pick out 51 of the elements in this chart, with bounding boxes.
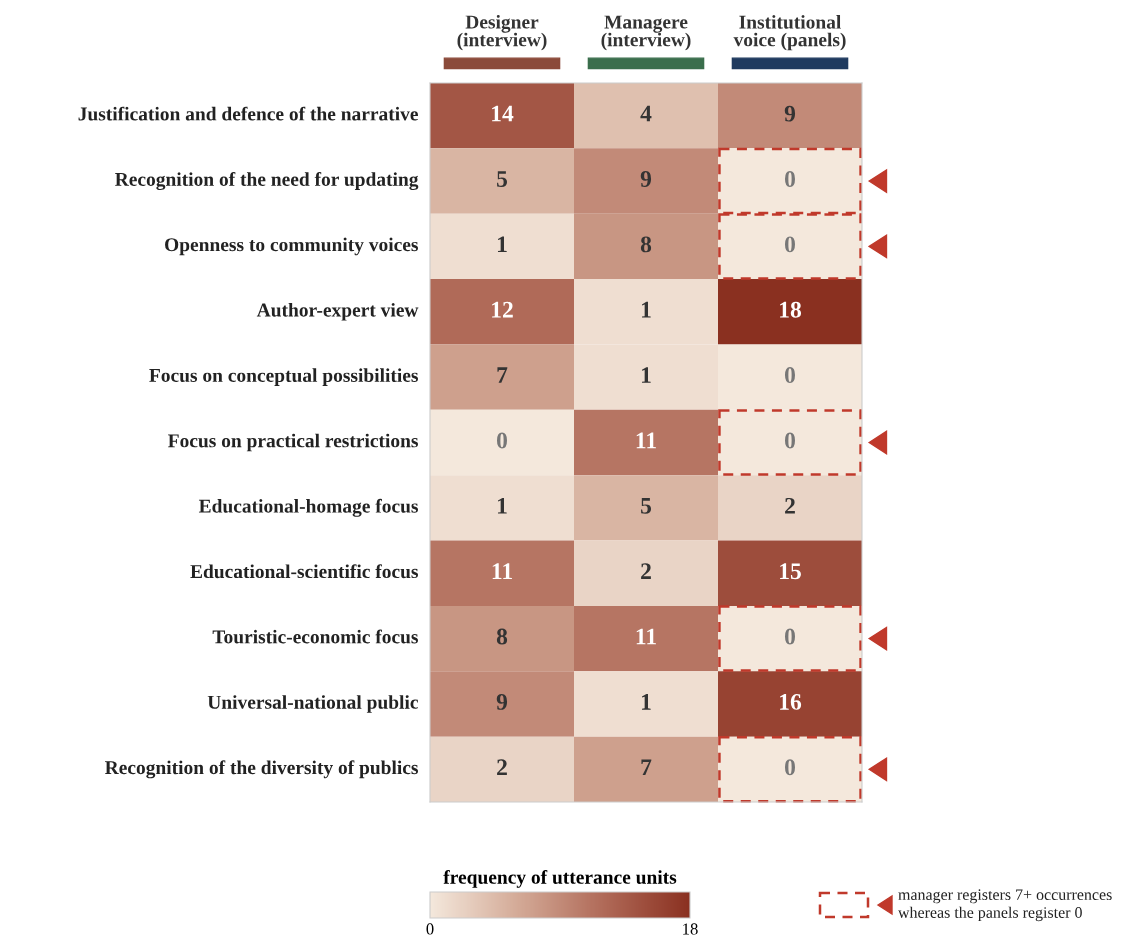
data-label: 15 <box>780 563 801 580</box>
y-tick-label: Openness to community voices <box>165 237 418 256</box>
data-label: 0 <box>785 432 795 449</box>
data-label: 9 <box>496 694 508 710</box>
data-label: 0 <box>785 759 795 776</box>
y-tick-label: Recognition of the diversity of publics <box>105 760 419 779</box>
y-tick-label: Focus on conceptual possibilities <box>149 368 419 386</box>
data-label: 8 <box>496 628 508 645</box>
x-tick-label: Managere (interview) <box>601 15 691 51</box>
data-label: 9 <box>784 105 796 122</box>
y-tick-label: Universal-national public <box>207 695 418 713</box>
data-label: 11 <box>636 628 656 645</box>
y-tick-label: Focus on practical restrictions <box>168 433 418 452</box>
data-label: 1 <box>641 694 651 710</box>
data-label: 9 <box>640 171 652 187</box>
text: manager registers 7+ occurrences whereas the panels register 0 <box>898 889 1112 922</box>
data-label: 5 <box>641 498 652 514</box>
y-tick-label: Recognition of the need for updating <box>115 172 419 191</box>
data-label: 7 <box>641 759 652 775</box>
color-bar-title: frequency of utterance units <box>443 869 677 888</box>
color-bar-label: 18 <box>683 923 698 935</box>
y-tick-label: Educational-scientific focus <box>190 564 419 579</box>
data-label: 1 <box>497 497 507 514</box>
data-label: 0 <box>785 628 795 645</box>
y-tick-label: Justification and defence of the narrative <box>78 106 418 121</box>
data-label: 1 <box>641 367 651 383</box>
data-label: 8 <box>640 236 652 253</box>
y-tick-label: Educational-homage focus <box>198 498 419 517</box>
y-tick-label: Author-expert view <box>256 302 419 321</box>
data-label: 12 <box>492 301 513 318</box>
data-label: 11 <box>492 563 512 579</box>
data-label: 2 <box>497 759 507 775</box>
data-label: 4 <box>640 105 652 122</box>
x-tick-label: Institutional voice (panels) <box>733 15 846 51</box>
data-label: 14 <box>492 105 514 122</box>
data-label: 0 <box>785 367 795 384</box>
data-label: 2 <box>641 563 651 579</box>
data-label: 1 <box>497 236 507 253</box>
data-label: 2 <box>785 497 795 514</box>
data-label: 0 <box>785 171 795 187</box>
data-label: 0 <box>785 236 795 253</box>
data-label: 11 <box>636 432 656 449</box>
color-bar-label: 0 <box>426 923 434 935</box>
data-label: 18 <box>780 301 802 318</box>
data-label: 7 <box>497 367 508 383</box>
y-tick-label: Touristic-economic focus <box>212 629 418 644</box>
data-label: 5 <box>497 171 508 187</box>
data-label: 16 <box>780 694 802 710</box>
data-label: 1 <box>641 301 651 318</box>
data-label: 0 <box>497 432 507 449</box>
x-tick-label: Designer (interview) <box>457 14 547 51</box>
